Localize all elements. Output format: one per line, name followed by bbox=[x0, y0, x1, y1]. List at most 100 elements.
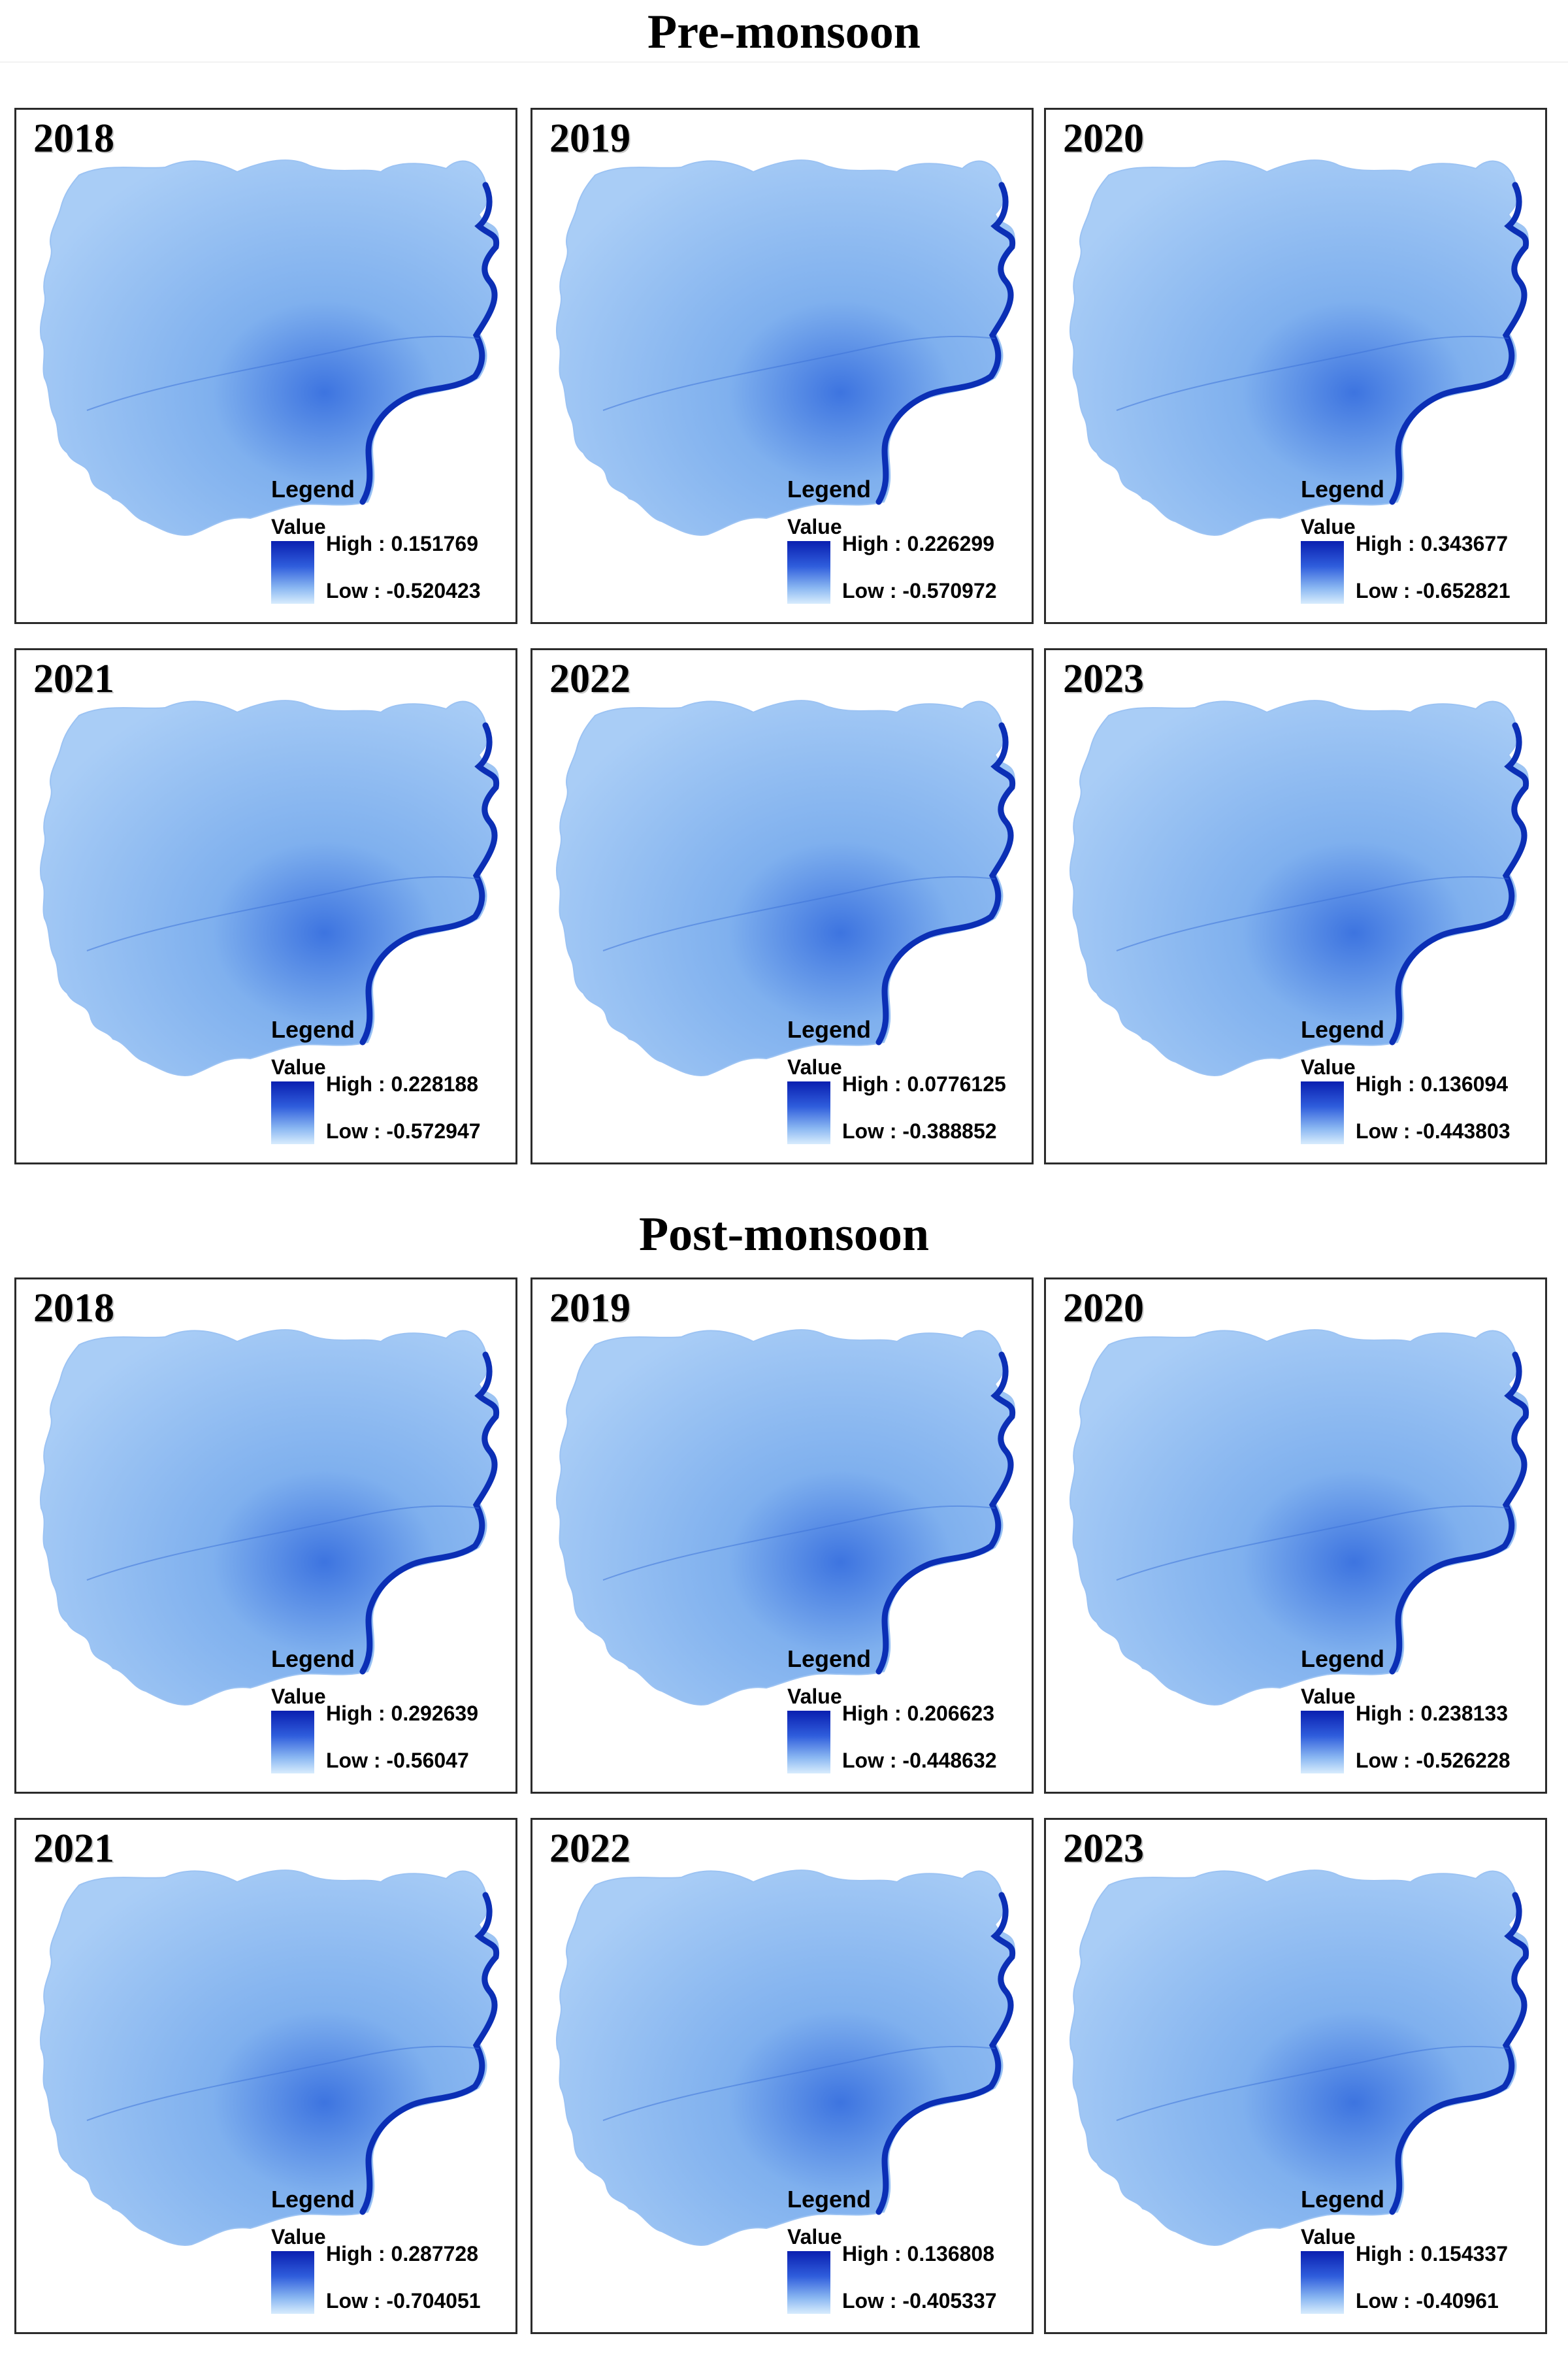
legend-value-label: Value bbox=[271, 2225, 326, 2248]
land-area bbox=[40, 700, 500, 1076]
legend-value-label: Value bbox=[787, 1055, 842, 1079]
year-label: 2022 bbox=[549, 657, 630, 701]
city-map-image bbox=[40, 700, 500, 1076]
legend-value-label: Value bbox=[1301, 1055, 1356, 1079]
river-channel bbox=[1389, 1892, 1529, 2215]
river-channel bbox=[359, 722, 500, 1046]
legend-low-value: Low : -0.520423 bbox=[326, 579, 481, 602]
land-area bbox=[1070, 159, 1529, 536]
legend-title: Legend bbox=[271, 2186, 355, 2213]
legend-value-label: Value bbox=[787, 515, 842, 538]
land-area bbox=[556, 159, 1016, 536]
legend-color-ramp bbox=[271, 541, 314, 604]
legend-low-value: Low : -0.572947 bbox=[326, 1119, 481, 1143]
legend-value-label: Value bbox=[1301, 1685, 1356, 1708]
legend-color-ramp bbox=[787, 541, 830, 604]
tributary-line bbox=[1116, 2045, 1509, 2121]
legend-title: Legend bbox=[787, 1645, 872, 1672]
year-label: 2023 bbox=[1063, 1826, 1144, 1871]
legend-low-value: Low : -0.526228 bbox=[1356, 1749, 1511, 1772]
map-legend: Legend Value High : 0.154337 Low : -0.40961 bbox=[1301, 2186, 1543, 2330]
legend-title: Legend bbox=[271, 1645, 355, 1672]
legend-value-label: Value bbox=[271, 1685, 326, 1708]
land-area bbox=[40, 1329, 500, 1705]
land-area bbox=[1070, 1329, 1529, 1705]
city-map-image bbox=[40, 1329, 500, 1705]
land-area bbox=[556, 1870, 1016, 2246]
legend-color-ramp bbox=[271, 1711, 314, 1773]
city-map-image bbox=[556, 700, 1016, 1076]
year-label: 2018 bbox=[33, 116, 114, 161]
map-legend: Legend Value High : 0.287728 Low : -0.70405… bbox=[271, 2186, 513, 2330]
tributary-line bbox=[1116, 335, 1509, 411]
legend-title: Legend bbox=[271, 476, 355, 502]
land-area bbox=[556, 700, 1016, 1076]
legend-high-value: High : 0.0776125 bbox=[842, 1072, 1006, 1096]
tributary-line bbox=[602, 1505, 996, 1581]
legend-low-value: Low : -0.40961 bbox=[1356, 2289, 1499, 2313]
legend-color-ramp bbox=[271, 2251, 314, 2314]
map-legend: Legend Value High : 0.226299 Low : -0.57097… bbox=[787, 476, 1029, 619]
legend-high-value: High : 0.206623 bbox=[842, 1702, 994, 1725]
map-panel-post-2023: 2023 Legend Value High : 0.154337 Low : -0.4… bbox=[1044, 1818, 1547, 2334]
legend-low-value: Low : -0.388852 bbox=[842, 1119, 997, 1143]
land-area bbox=[1070, 700, 1529, 1076]
year-label: 2022 bbox=[549, 1826, 630, 1871]
river-channel bbox=[359, 1892, 500, 2215]
legend-color-ramp bbox=[1301, 1711, 1344, 1773]
map-legend: Legend Value High : 0.228188 Low : -0.57294… bbox=[271, 1016, 513, 1160]
legend-low-value: Low : -0.652821 bbox=[1356, 579, 1511, 602]
river-channel bbox=[1389, 182, 1529, 505]
legend-high-value: High : 0.136808 bbox=[842, 2242, 994, 2265]
legend-color-ramp bbox=[1301, 541, 1344, 604]
map-legend: Legend Value High : 0.151769 Low : -0.52042… bbox=[271, 476, 513, 619]
land-area bbox=[40, 159, 500, 536]
legend-high-value: High : 0.287728 bbox=[326, 2242, 478, 2265]
land-area bbox=[556, 1329, 1016, 1705]
land-area bbox=[40, 1870, 500, 2246]
pre-monsoon-title: Pre-monsoon bbox=[647, 5, 921, 59]
tributary-line bbox=[1116, 1505, 1509, 1581]
year-label: 2023 bbox=[1063, 657, 1144, 701]
tributary-line bbox=[86, 876, 480, 951]
city-map-image bbox=[40, 159, 500, 536]
map-panel-pre-2019: 2019 Legend Value High : 0.226299 Low : -0.5… bbox=[531, 108, 1034, 624]
map-panel-pre-2022: 2022 Legend Value High : 0.0776125 Low : -0.… bbox=[531, 648, 1034, 1164]
city-map-image bbox=[556, 1329, 1016, 1705]
legend-title: Legend bbox=[1301, 1645, 1385, 1672]
city-map-image bbox=[556, 1870, 1016, 2246]
city-map-image bbox=[1070, 1329, 1529, 1705]
legend-color-ramp bbox=[271, 1081, 314, 1144]
river-channel bbox=[875, 1892, 1016, 2215]
legend-high-value: High : 0.154337 bbox=[1356, 2242, 1508, 2265]
legend-low-value: Low : -0.405337 bbox=[842, 2289, 997, 2313]
legend-high-value: High : 0.228188 bbox=[326, 1072, 478, 1096]
legend-value-label: Value bbox=[1301, 2225, 1356, 2248]
city-map-image bbox=[556, 159, 1016, 536]
legend-color-ramp bbox=[1301, 1081, 1344, 1144]
tributary-line bbox=[1116, 876, 1509, 951]
legend-high-value: High : 0.292639 bbox=[326, 1702, 478, 1725]
tributary-line bbox=[602, 335, 996, 411]
map-panel-pre-2020: 2020 Legend Value High : 0.343677 Low : -0.6… bbox=[1044, 108, 1547, 624]
legend-high-value: High : 0.238133 bbox=[1356, 1702, 1508, 1725]
map-legend: Legend Value High : 0.136808 Low : -0.40533… bbox=[787, 2186, 1029, 2330]
map-legend: Legend Value High : 0.292639 Low : -0.56047 bbox=[271, 1645, 513, 1789]
legend-value-label: Value bbox=[1301, 515, 1356, 538]
map-panel-pre-2021: 2021 Legend Value High : 0.228188 Low : -0.5… bbox=[14, 648, 517, 1164]
legend-low-value: Low : -0.443803 bbox=[1356, 1119, 1511, 1143]
legend-color-ramp bbox=[787, 2251, 830, 2314]
river-channel bbox=[875, 182, 1016, 505]
tributary-line bbox=[86, 335, 480, 411]
legend-value-label: Value bbox=[271, 1055, 326, 1079]
title-divider bbox=[0, 61, 1568, 63]
legend-high-value: High : 0.151769 bbox=[326, 532, 478, 555]
legend-title: Legend bbox=[1301, 1016, 1385, 1043]
year-label: 2019 bbox=[549, 1286, 630, 1330]
legend-value-label: Value bbox=[787, 1685, 842, 1708]
map-panel-post-2021: 2021 Legend Value High : 0.287728 Low : -0.7… bbox=[14, 1818, 517, 2334]
legend-color-ramp bbox=[787, 1711, 830, 1773]
tributary-line bbox=[86, 2045, 480, 2121]
legend-low-value: Low : -0.56047 bbox=[326, 1749, 469, 1772]
legend-low-value: Low : -0.448632 bbox=[842, 1749, 997, 1772]
